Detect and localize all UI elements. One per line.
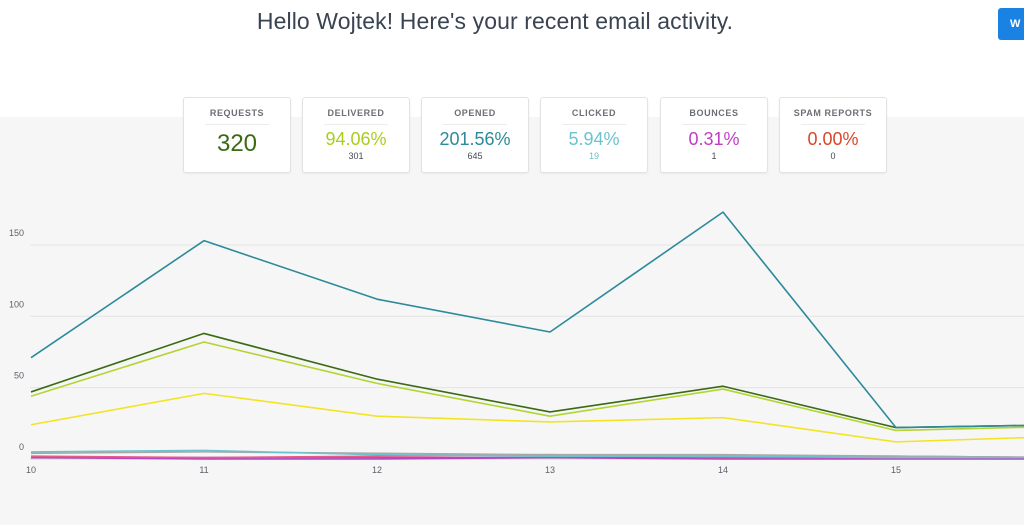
x-tick-label: 11 <box>199 465 208 475</box>
y-tick-label: 0 <box>19 442 24 452</box>
top-right-button[interactable]: W <box>998 8 1024 40</box>
stat-label: DELIVERED <box>327 108 385 118</box>
x-tick-label: 13 <box>545 465 555 475</box>
x-tick-label: 12 <box>372 465 382 475</box>
series-line <box>30 392 1024 443</box>
x-tick-label: 15 <box>891 465 901 475</box>
stat-divider <box>205 124 269 125</box>
stat-card-clicked[interactable]: CLICKED 5.94% 19 <box>540 97 648 173</box>
x-tick-label: 14 <box>718 465 728 475</box>
stat-count: 19 <box>588 151 599 161</box>
stat-divider <box>801 124 865 125</box>
series-line <box>30 451 1024 459</box>
x-tick-label: 10 <box>26 465 36 475</box>
stat-value: 94.06% <box>325 129 387 149</box>
stat-divider <box>324 124 388 125</box>
stat-count: 645 <box>467 151 483 161</box>
stat-label: OPENED <box>454 108 496 118</box>
page-greeting: Hello Wojtek! Here's your recent email a… <box>256 8 734 34</box>
stat-value: 0.31% <box>688 129 740 149</box>
stat-value: 0.00% <box>807 129 859 149</box>
stat-count: 301 <box>348 151 364 161</box>
stat-value: 201.56% <box>439 129 511 149</box>
stat-divider <box>443 124 507 125</box>
stat-divider <box>682 124 746 125</box>
stat-card-spam-reports[interactable]: SPAM REPORTS 0.00% 0 <box>779 97 887 173</box>
stat-card-requests[interactable]: REQUESTS 320 <box>183 97 291 173</box>
series-line <box>30 211 1024 429</box>
stat-value: 320 <box>216 130 258 157</box>
series-line <box>30 341 1024 432</box>
stat-count: 0 <box>830 151 836 161</box>
y-tick-label: 100 <box>9 299 24 309</box>
stat-label: SPAM REPORTS <box>793 108 873 118</box>
stat-label: REQUESTS <box>209 108 265 118</box>
y-tick-label: 50 <box>14 371 24 381</box>
stat-card-bounces[interactable]: BOUNCES 0.31% 1 <box>660 97 768 173</box>
stat-card-opened[interactable]: OPENED 201.56% 645 <box>421 97 529 173</box>
series-line <box>30 332 1024 429</box>
stat-divider <box>562 124 626 125</box>
stat-label: CLICKED <box>571 108 617 118</box>
stat-count: 1 <box>711 151 717 161</box>
series-line <box>30 449 1024 459</box>
stat-value: 5.94% <box>568 129 620 149</box>
stat-label: BOUNCES <box>689 108 739 118</box>
stat-card-delivered[interactable]: DELIVERED 94.06% 301 <box>302 97 410 173</box>
y-tick-label: 150 <box>9 228 24 238</box>
